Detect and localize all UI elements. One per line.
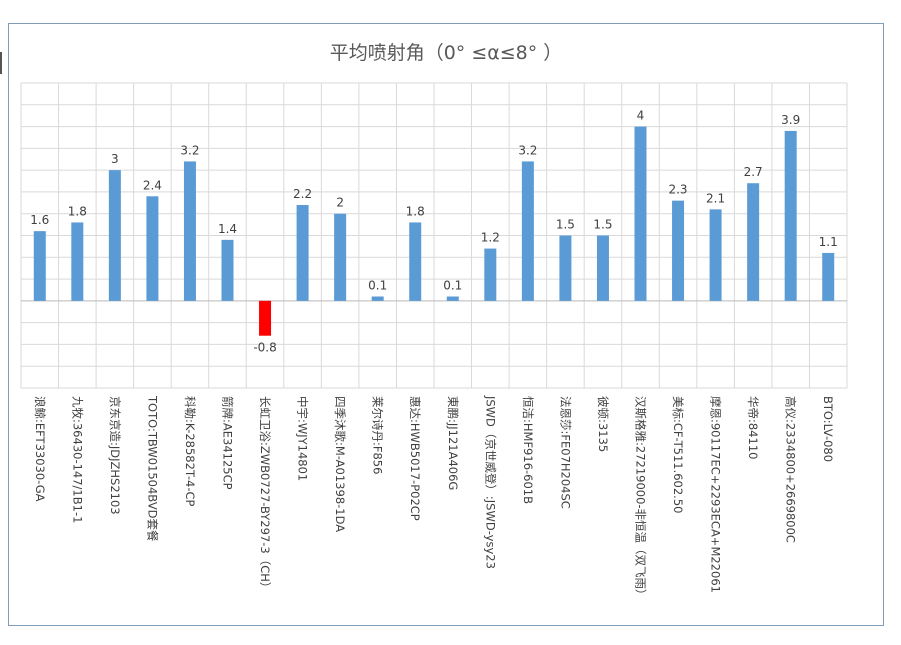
category-label: 浪鲸:EFT33030-GA bbox=[33, 396, 47, 502]
category-label: 美标:CF-T511.602.50 bbox=[671, 396, 685, 513]
category-label: 箭牌:AE34125CP bbox=[221, 396, 235, 490]
chart-frame: 平均喷射角（0° ≤α≤8° ） 1.6 1.8 3 2.4 3.2 1.4 -0.8 2.2… bbox=[8, 23, 884, 626]
data-label: 1.4 bbox=[218, 222, 237, 236]
data-label: 3.2 bbox=[518, 143, 537, 157]
data-label: 3 bbox=[111, 152, 119, 166]
data-label: 1.5 bbox=[593, 218, 612, 232]
bar bbox=[409, 222, 422, 301]
category-label: 恒洁:HMF916-601B bbox=[521, 396, 535, 504]
category-label: 摩恩:90117EC+2293ECA+M22061 bbox=[709, 396, 723, 593]
category-label: 東鹏:JJ121A406G bbox=[446, 396, 460, 490]
category-label: 长虹卫浴:ZWB0727-BY297-3（CH） bbox=[258, 396, 272, 593]
category-label: 惠达:HWB5017-P02CP bbox=[408, 396, 422, 521]
bar bbox=[296, 205, 309, 301]
data-label: 2.2 bbox=[293, 187, 312, 201]
data-label: 0.1 bbox=[368, 279, 387, 293]
category-label: 彼顿:3135 bbox=[596, 396, 610, 452]
bar bbox=[446, 296, 459, 301]
bar bbox=[484, 248, 497, 301]
data-label: 2.4 bbox=[143, 178, 162, 192]
data-label: 1.5 bbox=[556, 218, 575, 232]
category-label: 汉斯格雅:27219000-非恒温（双飞雨） bbox=[634, 396, 648, 601]
left-edge-mark bbox=[0, 52, 2, 74]
bar bbox=[71, 222, 84, 301]
category-label: BTO:LV-080 bbox=[821, 396, 835, 462]
chart-title: 平均喷射角（0° ≤α≤8° ） bbox=[330, 42, 563, 64]
category-label: 中宇:WJY14801 bbox=[296, 396, 310, 481]
data-label: 1.1 bbox=[819, 235, 838, 249]
bar bbox=[822, 252, 835, 301]
bar bbox=[672, 200, 685, 301]
data-label: 3.2 bbox=[180, 143, 199, 157]
category-label: 京东京造:JDJZHS2103 bbox=[108, 396, 122, 515]
bar bbox=[334, 213, 347, 301]
gridlines bbox=[20, 82, 848, 389]
data-label: 1.6 bbox=[30, 213, 49, 227]
data-label: 2.7 bbox=[744, 165, 763, 179]
data-label: -0.8 bbox=[253, 341, 276, 355]
bar bbox=[784, 130, 797, 301]
bar bbox=[559, 235, 572, 301]
data-label: 1.2 bbox=[481, 231, 500, 245]
bar bbox=[33, 231, 46, 301]
bar bbox=[146, 196, 159, 301]
data-labels: 1.6 1.8 3 2.4 3.2 1.4 -0.8 2.2 2 0.1 1.8 0.1 1.2 3.2 1… bbox=[30, 109, 838, 355]
bar bbox=[521, 161, 534, 301]
data-label: 0.1 bbox=[443, 279, 462, 293]
category-label: TOTO:TBW01504BVD套餐 bbox=[145, 395, 159, 542]
data-label: 1.8 bbox=[406, 204, 425, 218]
bar bbox=[709, 209, 722, 301]
category-label: 四季沐歌:M-A01398-1DA bbox=[333, 396, 347, 532]
category-labels: 浪鲸:EFT33030-GA 九牧:36430-147/1B1-1 京东京造:JDJ… bbox=[33, 395, 835, 601]
bar bbox=[371, 296, 384, 301]
data-label: 3.9 bbox=[781, 113, 800, 127]
bar bbox=[747, 183, 760, 301]
data-label: 4 bbox=[637, 109, 645, 123]
category-label: 高仪:2334800+2669800C bbox=[784, 396, 798, 543]
bar bbox=[259, 300, 272, 336]
category-label: 科勒:K-28582T-4-CP bbox=[183, 396, 197, 507]
bar bbox=[108, 170, 121, 301]
data-label: 2.3 bbox=[668, 183, 687, 197]
category-label: 华帝:84110 bbox=[746, 396, 760, 459]
data-label: 2.1 bbox=[706, 191, 725, 205]
bar bbox=[634, 126, 647, 301]
bar-chart: 平均喷射角（0° ≤α≤8° ） 1.6 1.8 3 2.4 3.2 1.4 -0.8 2.2… bbox=[20, 42, 848, 601]
category-label: 莱尔诗丹:F856 bbox=[371, 396, 385, 474]
bar bbox=[221, 239, 234, 301]
data-label: 2 bbox=[336, 196, 344, 210]
category-label: 法恩莎:FE07H204SC bbox=[558, 396, 572, 509]
bar bbox=[596, 235, 609, 301]
data-label: 1.8 bbox=[68, 204, 87, 218]
category-label: JSWD（京世威登）:JSWD-ysy23 bbox=[483, 395, 497, 569]
bar bbox=[183, 161, 196, 301]
bars bbox=[33, 126, 835, 336]
category-label: 九牧:36430-147/1B1-1 bbox=[70, 396, 84, 523]
